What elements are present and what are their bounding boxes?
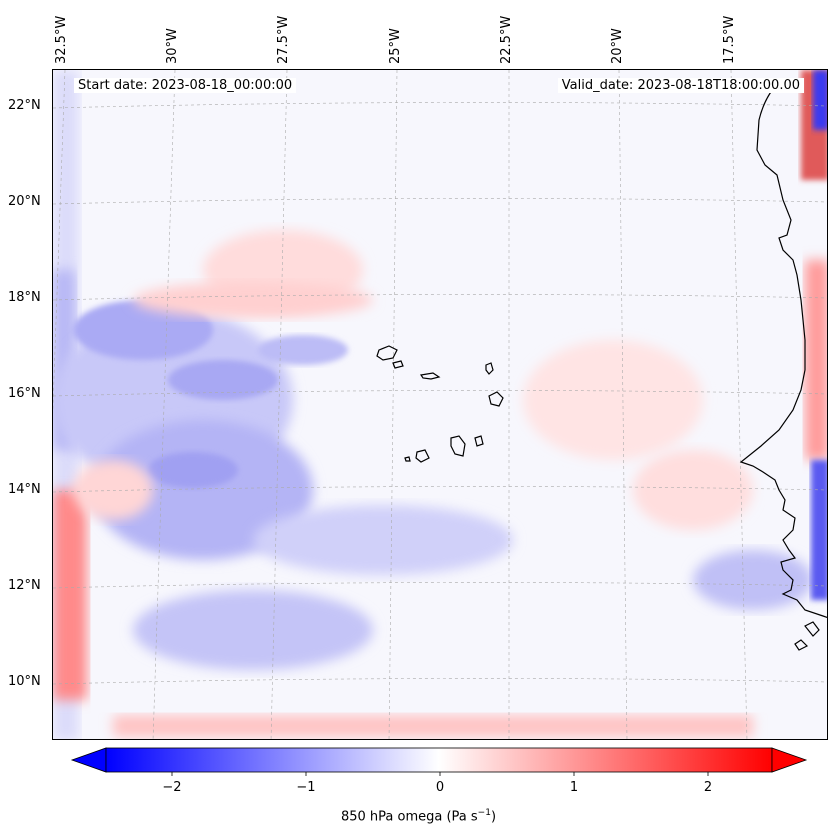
negative-cell-2 (168, 360, 278, 400)
gridline-30W (152, 70, 176, 739)
gridline-20N (53, 198, 827, 205)
lon-label-22.5W: 22.5°W (499, 15, 514, 64)
positive-cell-west (73, 460, 153, 520)
colorbar-max-extend-arrow (771, 747, 808, 773)
colorbar-tick-label: 1 (569, 780, 579, 795)
south-edge-positive (113, 715, 753, 737)
lon-label-32.5W: 32.5°W (54, 15, 69, 64)
east-edge-positive-mid (805, 260, 827, 460)
island-sao-vicente (392, 360, 404, 369)
gridline-10N (53, 678, 827, 685)
gridline-16N (53, 390, 827, 397)
island-santiago (450, 435, 466, 457)
lat-label-20N: 20°N (8, 194, 41, 209)
gridline-17.5W (730, 70, 748, 739)
lat-label-12N: 12°N (8, 578, 41, 593)
negative-region-southwest (93, 420, 313, 560)
lat-label-18N: 18°N (8, 290, 41, 305)
negative-cell-1 (73, 300, 213, 360)
colorbar-tick-label: 2 (703, 780, 713, 795)
colorbar-min-extend-arrow (70, 747, 107, 773)
positive-band-18N (133, 282, 373, 318)
island-fogo (415, 449, 430, 463)
lon-label-25W: 25°W (388, 28, 403, 64)
map-panel (52, 69, 828, 740)
gridline-14N (53, 486, 827, 493)
lat-label-16N: 16°N (8, 386, 41, 401)
gridline-27.5W (270, 70, 288, 739)
lat-label-14N: 14°N (8, 482, 41, 497)
colorbar-tick-label: −1 (296, 780, 316, 795)
omega-field (53, 70, 827, 739)
negative-cell-3 (148, 452, 238, 488)
graticule (53, 70, 827, 739)
lon-label-30W: 30°W (165, 28, 180, 64)
coastlines (376, 79, 827, 651)
colorbar (70, 747, 808, 776)
lon-label-17.5W: 17.5°W (722, 15, 737, 64)
start-date-label: Start date: 2023-08-18_00:00:00 (74, 78, 297, 93)
colorbar-label: 850 hPa omega (Pa s−1) (0, 808, 837, 824)
island-brava (404, 456, 411, 462)
colorbar-label-exponent: −1 (477, 808, 491, 818)
gridline-12N (53, 582, 827, 589)
gridline-25W (388, 70, 398, 739)
omega-field-map (53, 70, 827, 739)
lat-label-22N: 22°N (8, 98, 41, 113)
positive-region-central (523, 340, 703, 460)
east-edge-negative-north (813, 70, 827, 130)
island-santo-antao (376, 345, 398, 361)
island-sal (485, 362, 494, 375)
positive-region-east (633, 450, 753, 530)
negative-region-east (693, 550, 813, 610)
lon-label-27.5W: 27.5°W (276, 15, 291, 64)
colorbar-label-main: 850 hPa omega (Pa s (340, 809, 478, 825)
colorbar-gradient (105, 747, 773, 773)
island-sao-nicolau (419, 372, 441, 380)
island-maio (474, 435, 484, 447)
west-edge-positive (53, 490, 87, 700)
colorbar-ticks (171, 772, 709, 776)
gridline-20W (618, 70, 628, 739)
colorbar-tick-label: 0 (435, 780, 445, 795)
east-edge-negative-south (811, 460, 827, 600)
gridline-18N (53, 294, 827, 301)
negative-band-south (133, 590, 373, 670)
gridline-22N (53, 102, 827, 109)
negative-band-central (253, 505, 513, 575)
island-boa-vista (488, 391, 504, 407)
negative-cell-4 (258, 335, 348, 365)
colorbar-label-end: ) (490, 809, 497, 825)
africa-coastline (739, 79, 827, 618)
lon-label-20W: 20°W (610, 28, 625, 64)
bissagos-islands (794, 621, 820, 651)
colorbar-tick-label: −2 (162, 780, 182, 795)
lat-label-10N: 10°N (8, 674, 41, 689)
valid-date-label: Valid_date: 2023-08-18T18:00:00.00 (557, 78, 804, 93)
